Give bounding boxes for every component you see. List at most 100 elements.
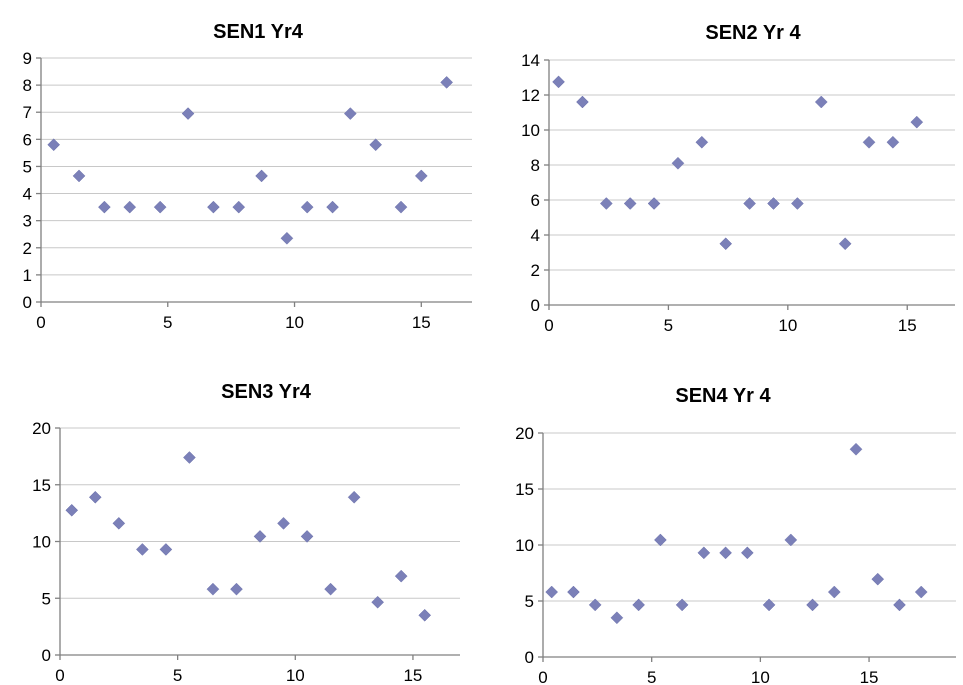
data-point: [576, 95, 589, 109]
data-point: [300, 530, 314, 543]
data-point: [300, 200, 314, 214]
data-point: [181, 107, 195, 120]
data-point: [88, 490, 102, 504]
data-point: [65, 503, 79, 517]
data-point: [135, 543, 149, 556]
y-tick-label: 5: [23, 157, 32, 176]
data-point: [910, 115, 924, 129]
y-tick-label: 6: [23, 130, 32, 149]
x-tick-label: 0: [538, 668, 547, 685]
y-tick-label: 0: [42, 646, 51, 665]
data-point: [394, 200, 408, 214]
data-point: [806, 598, 819, 612]
x-tick-label: 15: [860, 668, 879, 685]
data-point: [183, 451, 196, 464]
chart-title: SEN4 Yr 4: [675, 385, 771, 407]
data-point: [849, 442, 863, 456]
data-point: [654, 533, 667, 547]
y-tick-label: 5: [525, 592, 534, 611]
data-point: [838, 237, 852, 251]
data-point: [791, 197, 804, 210]
chart-sen1: SEN1 Yr4 0 1 2 3 4 5 6 7 8 9 0 5 10 15: [23, 21, 472, 332]
data-point: [230, 582, 243, 596]
x-tick-label: 10: [285, 313, 304, 332]
data-point: [232, 200, 246, 214]
data-point: [914, 585, 928, 599]
x-tick-label: 15: [898, 316, 917, 335]
data-point: [671, 156, 685, 170]
data-point: [369, 138, 383, 152]
x-tick-label: 5: [664, 316, 673, 335]
y-tick-label: 4: [23, 185, 32, 204]
x-tick-label: 10: [751, 668, 770, 685]
y-tick-label: 10: [32, 533, 51, 552]
data-point: [280, 231, 294, 245]
y-tick-label: 20: [515, 424, 534, 443]
x-tick-label: 5: [173, 666, 182, 685]
x-tick-label: 5: [163, 313, 172, 332]
y-tick-label: 20: [32, 419, 51, 438]
x-tick-label: 15: [403, 666, 422, 685]
data-point: [632, 598, 645, 612]
y-tick-label: 7: [23, 103, 32, 122]
y-tick-label: 2: [531, 261, 540, 280]
data-point: [567, 585, 580, 599]
chart-sen3: SEN3 Yr4 0 5 10 15 20 0 5 10 15: [32, 381, 460, 685]
y-tick-label: 15: [32, 476, 51, 495]
data-point: [112, 516, 126, 530]
data-point: [324, 582, 337, 596]
data-point: [740, 546, 754, 560]
y-tick-label: 15: [515, 480, 534, 499]
x-tick-label: 10: [286, 666, 305, 685]
y-tick-label: 4: [531, 226, 540, 245]
data-point: [697, 546, 711, 560]
data-point: [552, 75, 565, 89]
y-tick-label: 10: [521, 121, 540, 140]
data-point: [545, 585, 559, 599]
data-point: [675, 598, 689, 612]
chart-sen2: SEN2 Yr 4 0 2 4 6 8 10 12 14 0 5 10 15: [521, 22, 955, 335]
data-point: [418, 608, 432, 622]
data-point: [123, 200, 137, 214]
data-point: [253, 530, 267, 543]
data-point: [767, 197, 780, 210]
y-tick-label: 6: [531, 191, 540, 210]
y-tick-label: 0: [525, 648, 534, 667]
data-point: [827, 585, 841, 599]
chart-title: SEN2 Yr 4: [705, 22, 801, 44]
data-point: [159, 543, 173, 556]
x-tick-label: 5: [647, 668, 656, 685]
data-point: [255, 169, 268, 183]
y-tick-label: 8: [23, 76, 32, 95]
y-tick-label: 12: [521, 86, 540, 105]
data-point: [784, 533, 798, 547]
data-point: [862, 135, 876, 149]
data-point: [814, 95, 828, 109]
data-point: [743, 197, 756, 210]
data-point: [206, 582, 220, 596]
x-tick-label: 0: [55, 666, 64, 685]
data-point: [153, 200, 167, 214]
data-point: [440, 76, 454, 89]
y-tick-label: 5: [42, 589, 51, 608]
data-point: [326, 200, 339, 214]
x-tick-label: 0: [544, 316, 553, 335]
data-point: [719, 546, 732, 560]
y-tick-label: 2: [23, 239, 32, 258]
data-point: [886, 135, 900, 149]
data-point: [762, 598, 776, 612]
chart-sen4: SEN4 Yr 4 0 5 10 15 20 0 5 10 15: [515, 385, 956, 685]
data-point: [599, 197, 613, 210]
chart-title: SEN1 Yr4: [213, 21, 304, 43]
x-tick-label: 10: [778, 316, 797, 335]
y-tick-label: 0: [531, 296, 540, 315]
data-point: [719, 237, 733, 251]
data-point: [623, 197, 637, 210]
data-point: [695, 135, 709, 149]
y-tick-label: 14: [521, 51, 540, 70]
data-point: [98, 200, 111, 214]
y-tick-label: 1: [23, 266, 32, 285]
x-tick-label: 15: [412, 313, 431, 332]
y-tick-label: 8: [531, 156, 540, 175]
data-point: [610, 611, 624, 625]
